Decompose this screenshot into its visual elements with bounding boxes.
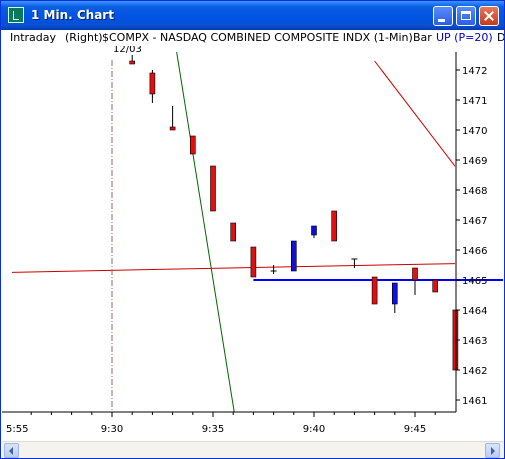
- candle-body-9: [311, 225, 317, 236]
- chart-app-icon[interactable]: [8, 7, 24, 23]
- trendline-1: [12, 263, 455, 273]
- y-tick-label-1464: 1464: [462, 306, 487, 317]
- y-tick-label-1462: 1462: [462, 366, 487, 377]
- trendline-2: [374, 60, 455, 168]
- candle-body-14: [412, 267, 418, 281]
- candle-body-12: [371, 276, 378, 305]
- chart-info-bar: Intraday (Right) $COMPX - NASDAQ COMBINE…: [1, 30, 504, 46]
- y-tick-label-1472: 1472: [462, 66, 487, 77]
- candle-body-15: [432, 279, 439, 293]
- candle-body-3: [190, 135, 196, 155]
- close-button[interactable]: [479, 6, 499, 26]
- date-marker-label: 12/03: [113, 46, 142, 55]
- candle-body-6: [250, 246, 257, 278]
- trendline-0: [176, 52, 235, 412]
- y-tick-label-1465: 1465: [462, 276, 487, 287]
- y-tick-label-1469: 1469: [462, 156, 487, 167]
- candle-body-8: [290, 240, 297, 272]
- maximize-button[interactable]: [456, 6, 476, 26]
- x-tick-label-2: 9:35: [202, 424, 224, 435]
- candle-body-1: [149, 72, 156, 95]
- info-style[interactable]: Bar: [413, 31, 432, 44]
- info-symbol[interactable]: $COMPX - NASDAQ COMBINED COMPOSITE INDX …: [102, 31, 413, 44]
- y-tick-label-1461: 1461: [462, 396, 487, 407]
- info-scale[interactable]: (Right): [65, 31, 103, 44]
- candle-body-10: [331, 210, 338, 242]
- x-tick-label-3: 9:40: [303, 424, 325, 435]
- y-tick-label-1470: 1470: [462, 126, 487, 137]
- chart-plot-area[interactable]: 12/03 1461 1462 1463 1464 1465 1466 1467 1468 146…: [2, 46, 504, 441]
- y-tick-label-1471: 1471: [462, 96, 487, 107]
- minimize-button[interactable]: [433, 6, 453, 26]
- info-extra[interactable]: D: [497, 31, 504, 44]
- y-tick-label-1466: 1466: [462, 246, 487, 257]
- title-bar[interactable]: 1 Min. Chart: [1, 1, 504, 30]
- candle-body-5: [230, 222, 236, 242]
- x-tick-label-0: 5:55: [6, 424, 28, 435]
- window-title: 1 Min. Chart: [31, 8, 114, 22]
- candle-body-13: [391, 282, 398, 305]
- horizontal-scrollbar[interactable]: [2, 441, 504, 458]
- candle-body-4: [210, 165, 216, 212]
- scroll-left-button[interactable]: [4, 443, 19, 458]
- info-study[interactable]: UP (P=20): [436, 31, 493, 44]
- price-chart[interactable]: 12/03 1461 1462 1463 1464 1465 1466 1467 1468 146…: [2, 46, 504, 441]
- scroll-right-button[interactable]: [485, 443, 500, 458]
- y-tick-label-1467: 1467: [462, 216, 487, 227]
- x-tick-label-1: 9:30: [101, 424, 123, 435]
- y-tick-label-1463: 1463: [462, 336, 487, 347]
- candle-body-0: [129, 60, 135, 65]
- x-tick-label-4: 9:45: [404, 424, 426, 435]
- info-mode[interactable]: Intraday: [10, 31, 57, 44]
- candle-body-2: [169, 126, 176, 131]
- y-tick-label-1468: 1468: [462, 186, 487, 197]
